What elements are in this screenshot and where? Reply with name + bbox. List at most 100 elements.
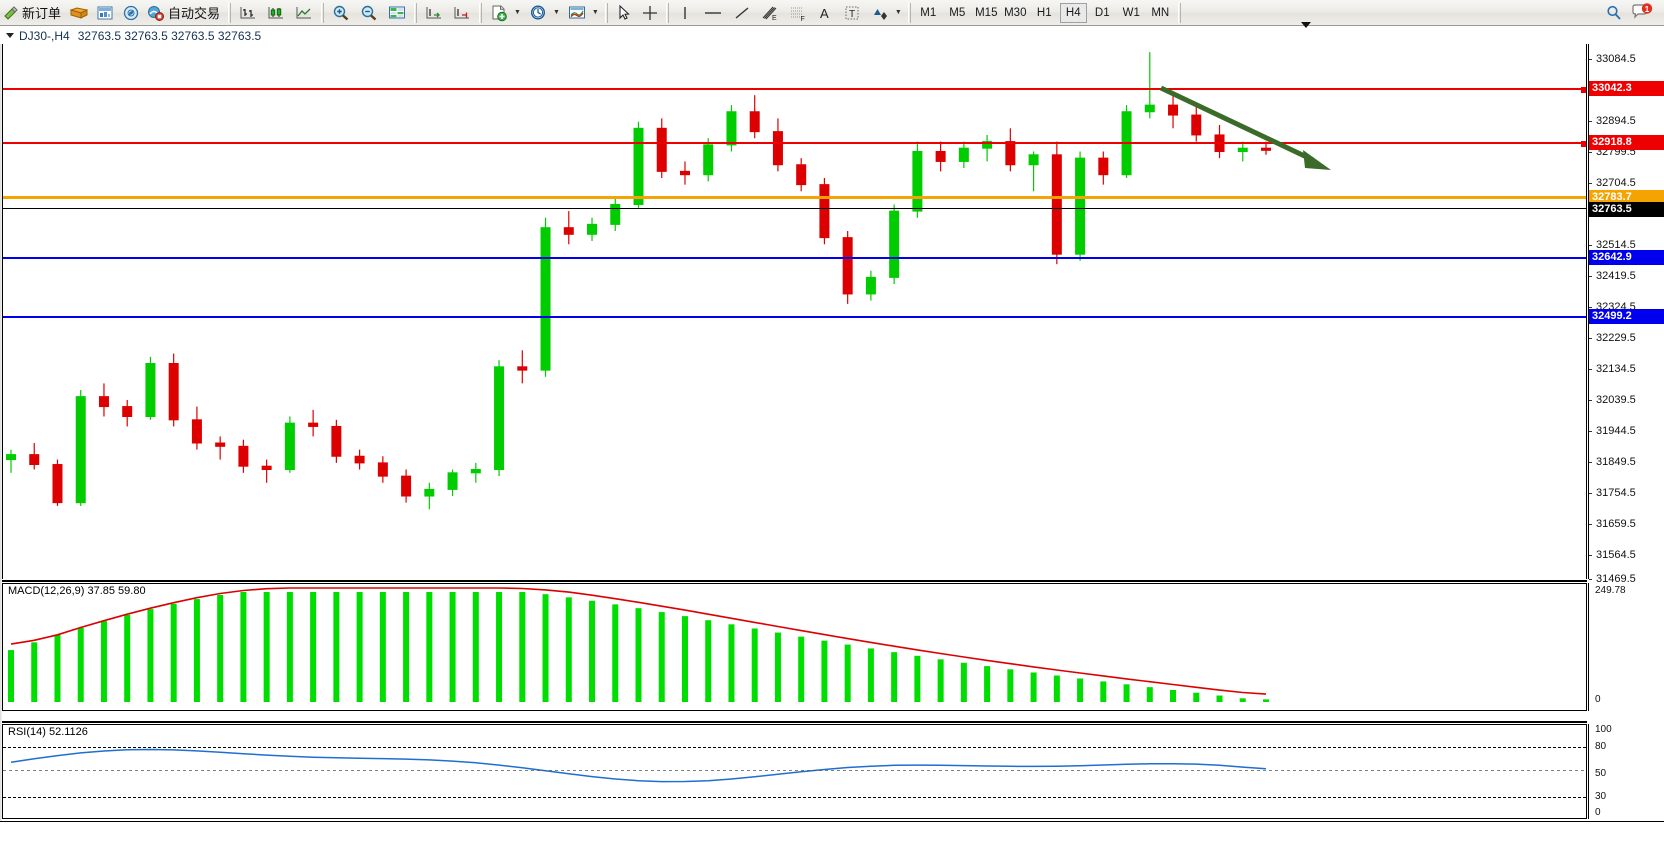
grid-table-icon bbox=[389, 6, 406, 18]
add-document-icon bbox=[492, 5, 507, 21]
market-watch-button[interactable] bbox=[93, 2, 117, 24]
rsi-scale-100: 100 bbox=[1595, 724, 1612, 735]
rsi-indicator-label: RSI(14) 52.1126 bbox=[6, 726, 90, 738]
add-indicator-dropdown-arrow[interactable]: ▼ bbox=[514, 9, 521, 16]
template-chart-icon bbox=[568, 6, 585, 18]
timeframe-m5[interactable]: M5 bbox=[949, 6, 966, 19]
compass-icon bbox=[123, 5, 139, 20]
timeframe-m15[interactable]: M15 bbox=[975, 6, 998, 19]
timeframe-d1[interactable]: D1 bbox=[1094, 6, 1110, 19]
auto-trading-label: 自动交易 bbox=[168, 6, 221, 21]
crosshair-icon bbox=[642, 5, 657, 20]
toolbar-separator bbox=[414, 2, 418, 23]
zoom-out-button[interactable] bbox=[356, 2, 382, 24]
folder-orange-icon bbox=[70, 6, 89, 19]
zoom-in-icon bbox=[333, 5, 349, 20]
navigator-button[interactable] bbox=[119, 2, 143, 24]
price-tick: 32134.5 bbox=[1589, 364, 1636, 375]
macd-scale-top: 249.78 bbox=[1595, 585, 1626, 596]
text-label-tool-button[interactable]: T bbox=[839, 2, 865, 24]
down-trend-arrow-icon[interactable] bbox=[1153, 70, 1353, 190]
chart-menu-caret-icon[interactable] bbox=[6, 33, 14, 38]
shift-chart-button[interactable] bbox=[421, 2, 447, 24]
add-indicator-button[interactable] bbox=[486, 2, 512, 24]
bar-chart-button[interactable] bbox=[235, 2, 261, 24]
search-button[interactable] bbox=[1602, 2, 1626, 24]
toolbar-separator bbox=[665, 2, 669, 23]
rsi-scale-30: 30 bbox=[1595, 791, 1607, 802]
chart-shift-icon bbox=[426, 6, 442, 18]
zoom-in-button[interactable] bbox=[328, 2, 354, 24]
cursor-tool-button[interactable] bbox=[612, 2, 636, 24]
chart-canvas-area[interactable]: 33084.5 32989.5 32894.5 32799.5 32704.5 … bbox=[0, 44, 1664, 843]
price-tick: 31659.5 bbox=[1589, 519, 1636, 530]
timeframe-group: M1 M5 M15 M30 H1 H4 D1 W1 MN bbox=[914, 2, 1175, 23]
rsi-pane[interactable]: RSI(14) 52.1126 bbox=[2, 724, 1587, 819]
price-tick: 31944.5 bbox=[1589, 426, 1636, 437]
horizontal-line-tool-button[interactable] bbox=[699, 2, 727, 24]
timeframe-mn[interactable]: MN bbox=[1151, 6, 1170, 19]
chat-bubble-icon: 1 bbox=[1632, 2, 1653, 19]
candlestick-chart-button[interactable] bbox=[263, 2, 289, 24]
new-order-button[interactable]: 新订单 bbox=[1, 2, 65, 24]
price-scale[interactable]: 33084.5 32989.5 32894.5 32799.5 32704.5 … bbox=[1588, 44, 1664, 585]
toolbar-separator bbox=[1177, 2, 1181, 23]
data-window-button[interactable] bbox=[384, 2, 410, 24]
toolbar-separator bbox=[228, 2, 232, 23]
line-chart-button[interactable] bbox=[291, 2, 317, 24]
macd-indicator-label: MACD(12,26,9) 37.85 59.80 bbox=[6, 585, 148, 597]
left-rail bbox=[0, 44, 2, 821]
shapes-dropdown-arrow[interactable]: ▼ bbox=[894, 9, 902, 16]
level-line-support-2[interactable] bbox=[3, 316, 1586, 318]
window-collapse-caret-icon[interactable] bbox=[1301, 22, 1311, 28]
timeframe-m30[interactable]: M30 bbox=[1004, 6, 1027, 19]
timeframe-w1[interactable]: W1 bbox=[1122, 6, 1140, 19]
auto-scroll-button[interactable] bbox=[449, 2, 475, 24]
crosshair-tool-button[interactable] bbox=[638, 2, 662, 24]
shapes-tool-button[interactable] bbox=[867, 2, 893, 24]
notification-badge-count: 1 bbox=[1645, 5, 1650, 14]
price-label-support-1: 32642.9 bbox=[1589, 250, 1664, 265]
level-line-support-1[interactable] bbox=[3, 257, 1586, 259]
period-button[interactable] bbox=[525, 2, 551, 24]
price-tick: 32894.5 bbox=[1589, 116, 1636, 127]
candlestick-icon bbox=[268, 6, 284, 18]
auto-trading-button[interactable]: 自动交易 bbox=[145, 2, 224, 24]
level-handle[interactable] bbox=[1581, 141, 1586, 147]
price-label-pivot: 32783.7 bbox=[1589, 190, 1664, 205]
equidistant-channel-button[interactable]: E bbox=[757, 2, 783, 24]
timeframe-m1[interactable]: M1 bbox=[920, 6, 937, 19]
trendline-tool-button[interactable] bbox=[729, 2, 755, 24]
text-label-icon: T bbox=[845, 6, 859, 20]
new-order-label: 新订单 bbox=[22, 6, 62, 21]
shapes-icon bbox=[873, 8, 887, 20]
text-tool-button[interactable]: A bbox=[813, 2, 837, 24]
signals-icon-button[interactable] bbox=[67, 2, 91, 24]
macd-pane[interactable]: MACD(12,26,9) 37.85 59.80 bbox=[2, 583, 1587, 711]
level-handle[interactable] bbox=[1581, 87, 1586, 93]
timeframe-h1[interactable]: H1 bbox=[1036, 6, 1052, 19]
vertical-line-tool-button[interactable] bbox=[673, 2, 697, 24]
level-line-pivot[interactable] bbox=[3, 196, 1586, 199]
notifications-button[interactable]: 1 bbox=[1628, 2, 1656, 24]
line-chart-icon bbox=[296, 6, 312, 18]
period-dropdown-arrow[interactable]: ▼ bbox=[552, 9, 560, 16]
search-icon bbox=[1607, 5, 1621, 20]
timeframe-h4[interactable]: H4 bbox=[1059, 2, 1087, 23]
macd-svg bbox=[8, 587, 1269, 702]
price-label-resistance-2: 32918.8 bbox=[1589, 135, 1664, 150]
auto-trading-icon bbox=[147, 5, 165, 21]
svg-text:F: F bbox=[800, 16, 804, 22]
cursor-arrow-icon bbox=[619, 4, 630, 20]
level-line-resistance-2[interactable] bbox=[3, 141, 1586, 147]
level-line-resistance-1[interactable] bbox=[3, 87, 1586, 93]
svg-text:T: T bbox=[849, 9, 855, 20]
templates-dropdown-arrow[interactable]: ▼ bbox=[591, 9, 599, 16]
price-tick: 31754.5 bbox=[1589, 488, 1636, 499]
templates-button[interactable] bbox=[564, 2, 590, 24]
price-pane[interactable] bbox=[2, 44, 1587, 579]
fibonacci-tool-button[interactable]: F bbox=[785, 2, 811, 24]
rsi-level-30-line bbox=[3, 797, 1586, 798]
macd-scale: 249.78 0 bbox=[1588, 583, 1664, 711]
price-candles-svg bbox=[6, 52, 1271, 510]
